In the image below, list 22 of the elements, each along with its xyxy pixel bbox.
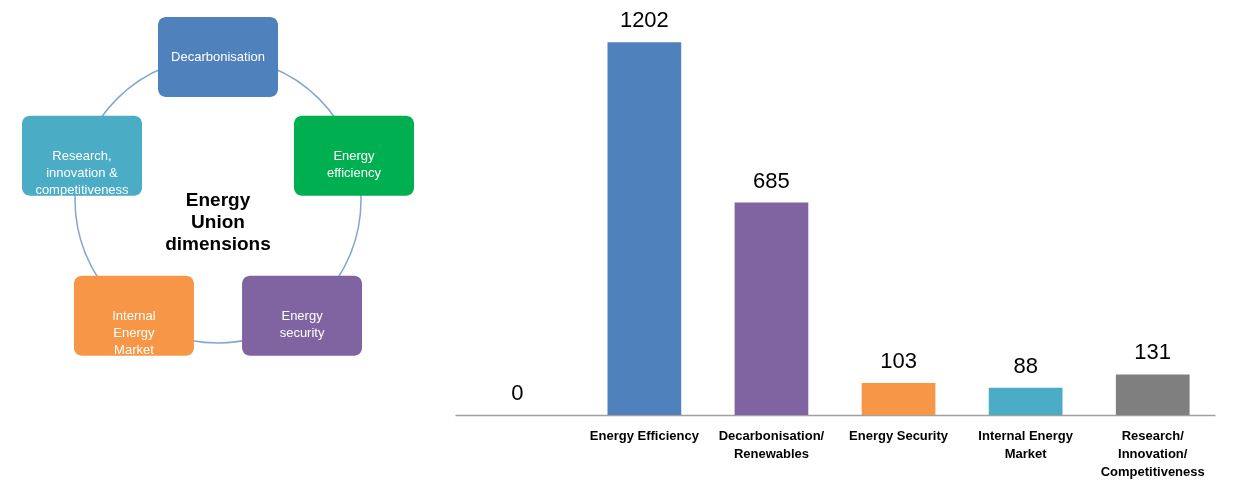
data-label: 1202 xyxy=(619,7,669,33)
bar xyxy=(607,42,682,415)
text: Energy Union dimensions xyxy=(165,189,271,254)
x-tick-label: Energy Security xyxy=(849,427,949,443)
bar xyxy=(1115,374,1190,415)
category-label: Decarbonisation xyxy=(171,49,265,64)
category-label: Internal Energy Market xyxy=(112,307,156,357)
data-label: 131 xyxy=(1134,339,1172,365)
x-tick-label: Energy Efficiency xyxy=(589,427,700,443)
bar xyxy=(861,383,936,415)
category-label: Energy security xyxy=(279,307,325,340)
data-label: 685 xyxy=(753,167,790,193)
category-label: Energy efficiency xyxy=(327,147,382,180)
category-label: Research, innovation & competitiveness xyxy=(35,147,130,197)
data-label: 103 xyxy=(880,348,917,374)
x-tick-label: Decarbonisation/ Renewables xyxy=(718,427,825,461)
data-label: 88 xyxy=(1013,352,1038,378)
bar xyxy=(988,387,1063,415)
x-tick-label: Research/ Innovation/ Competitiveness xyxy=(1100,427,1205,479)
x-tick-label: Internal Energy Market xyxy=(978,427,1074,461)
data-label: 0 xyxy=(511,380,524,405)
bar xyxy=(734,202,809,415)
